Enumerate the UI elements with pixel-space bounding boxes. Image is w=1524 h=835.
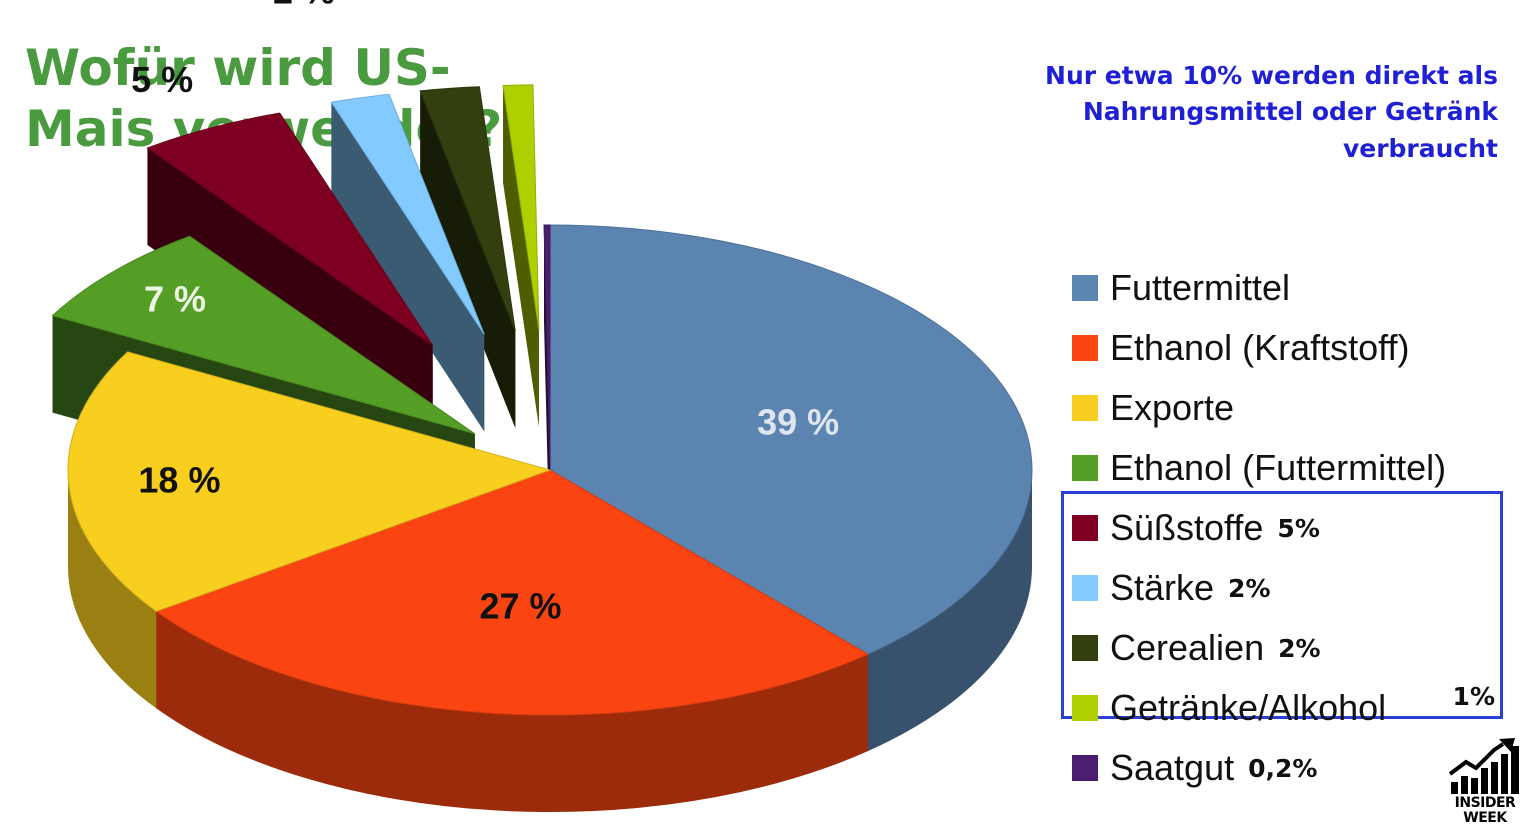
pie-wall-cerealien xyxy=(420,90,516,429)
legend-swatch-suessstoffe xyxy=(1072,515,1098,541)
legend-value-cerealien: 2% xyxy=(1278,633,1321,663)
pie-slice-ethanol-futtermittel xyxy=(51,235,476,435)
legend-label-getraenke-alkohol: Getränke/Alkohol xyxy=(1110,687,1387,728)
pie-slice-suessstoffe xyxy=(146,112,434,346)
legend-item-exporte: Exporte xyxy=(1072,378,1517,438)
pie-rim-ethanol-kraftstoff xyxy=(156,611,868,812)
slice-label-ethanol-kraftstoff: 27 % xyxy=(479,586,561,627)
slice-label-futtermittel: 39 % xyxy=(757,402,839,443)
pie-rim-exporte xyxy=(68,470,157,709)
insider-week-logo: INSIDER WEEK xyxy=(1448,738,1521,832)
legend-label-suessstoffe: Süßstoffe xyxy=(1110,507,1264,548)
logo-text: INSIDER WEEK xyxy=(1454,795,1516,826)
legend-item-cerealien: Cerealien 2% xyxy=(1072,618,1517,678)
legend-label-staerke: Stärke xyxy=(1110,567,1215,608)
legend-swatch-futtermittel xyxy=(1072,275,1098,301)
legend-swatch-staerke xyxy=(1072,575,1098,601)
slice-label-exporte: 18 % xyxy=(138,460,220,501)
pie-slice-cerealien xyxy=(419,86,516,332)
pie-rim-futtermittel xyxy=(867,470,1032,752)
pie-wall-getraenke-alkohol xyxy=(503,85,539,427)
pie-slice-saatgut xyxy=(543,224,551,471)
legend-label-ethanol-futtermittel: Ethanol (Futtermittel) xyxy=(1110,447,1447,488)
legend-item-ethanol-futtermittel: Ethanol (Futtermittel) xyxy=(1072,438,1517,498)
legend-label-exporte: Exporte xyxy=(1110,387,1235,428)
pie-wall-staerke xyxy=(331,102,485,432)
pie-slice-ethanol-kraftstoff xyxy=(155,469,869,716)
slice-label-staerke: 2 % xyxy=(273,0,335,11)
legend: Futtermittel Ethanol (Kraftstoff) Exporte E… xyxy=(1072,258,1517,798)
legend-swatch-getraenke-alkohol xyxy=(1072,695,1098,721)
pie-slice-futtermittel xyxy=(549,224,1033,655)
pie-labels: 39 %27 %18 %7 %5 %2 %2 %1 % xyxy=(131,0,839,627)
note-text: Nur etwa 10% werden direkt als Nahrungsm… xyxy=(1045,61,1498,163)
legend-label-futtermittel: Futtermittel xyxy=(1110,267,1291,308)
legend-label-cerealien: Cerealien xyxy=(1110,627,1265,668)
legend-swatch-exporte xyxy=(1072,395,1098,421)
legend-label-ethanol-kraftstoff: Ethanol (Kraftstoff) xyxy=(1110,327,1410,368)
legend-item-staerke: Stärke 2% xyxy=(1072,558,1517,618)
legend-item-futtermittel: Futtermittel xyxy=(1072,258,1517,318)
legend-swatch-ethanol-kraftstoff xyxy=(1072,335,1098,361)
legend-highlight-box xyxy=(1061,491,1503,719)
rising-chart-icon xyxy=(1448,738,1519,794)
pie-slice-getraenke-alkohol xyxy=(502,84,540,330)
legend-value-saatgut: 0,2% xyxy=(1248,753,1318,783)
legend-item-ethanol-kraftstoff: Ethanol (Kraftstoff) xyxy=(1072,318,1517,378)
legend-swatch-cerealien xyxy=(1072,635,1098,661)
legend-value-suessstoffe: 5% xyxy=(1277,513,1320,543)
pie-slice-staerke xyxy=(330,93,485,335)
legend-label-saatgut: Saatgut xyxy=(1110,747,1235,788)
legend-item-suessstoffe: Süßstoffe 5% xyxy=(1072,498,1517,558)
slice-label-ethanol-futtermittel: 7 % xyxy=(144,278,206,319)
legend-swatch-ethanol-futtermittel xyxy=(1072,455,1098,481)
pie-slice-exporte xyxy=(67,351,552,612)
slice-label-suessstoffe: 5 % xyxy=(131,59,193,100)
pie-tops xyxy=(51,84,1033,716)
legend-swatch-saatgut xyxy=(1072,755,1098,781)
legend-value-getraenke-alkohol: 1% xyxy=(1452,682,1495,711)
legend-item-saatgut: Saatgut 0,2% xyxy=(1072,738,1517,798)
legend-value-staerke: 2% xyxy=(1228,573,1271,603)
legend-item-getraenke-alkohol: Getränke/Alkohol 1% xyxy=(1072,678,1517,738)
